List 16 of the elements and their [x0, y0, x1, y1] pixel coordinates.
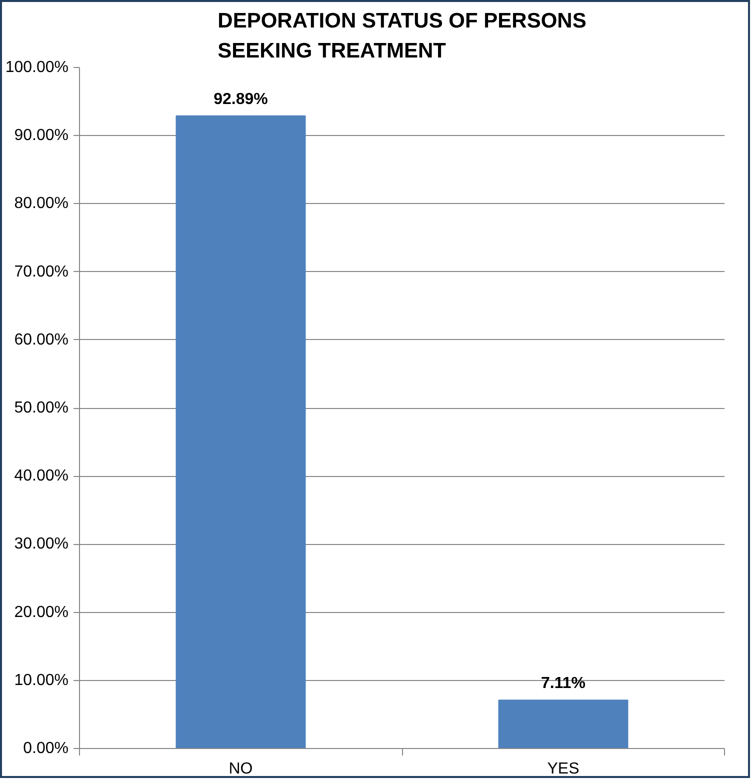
- y-tick-label: 40.00%: [14, 468, 68, 485]
- x-tick-label: YES: [547, 760, 580, 778]
- data-label: 92.89%: [214, 90, 268, 108]
- y-tick-label: 30.00%: [14, 536, 68, 553]
- y-tick-label: 80.00%: [14, 195, 68, 212]
- y-tick-label: 70.00%: [14, 263, 68, 280]
- chart-title: DEPORATION STATUS OF PERSONS SEEKING TREATMENT: [218, 10, 586, 62]
- y-tick-label: 60.00%: [14, 331, 68, 348]
- data-label: 7.11%: [541, 675, 586, 692]
- y-tick-label: 10.00%: [14, 672, 68, 689]
- y-tick-label: 0.00%: [23, 740, 69, 757]
- y-tick-label: 20.00%: [14, 604, 68, 621]
- x-tick-label: NO: [228, 760, 253, 778]
- y-tick-label: 50.00%: [14, 400, 68, 416]
- y-tick-label: 100.00%: [5, 59, 69, 76]
- y-tick-label: 90.00%: [14, 127, 68, 144]
